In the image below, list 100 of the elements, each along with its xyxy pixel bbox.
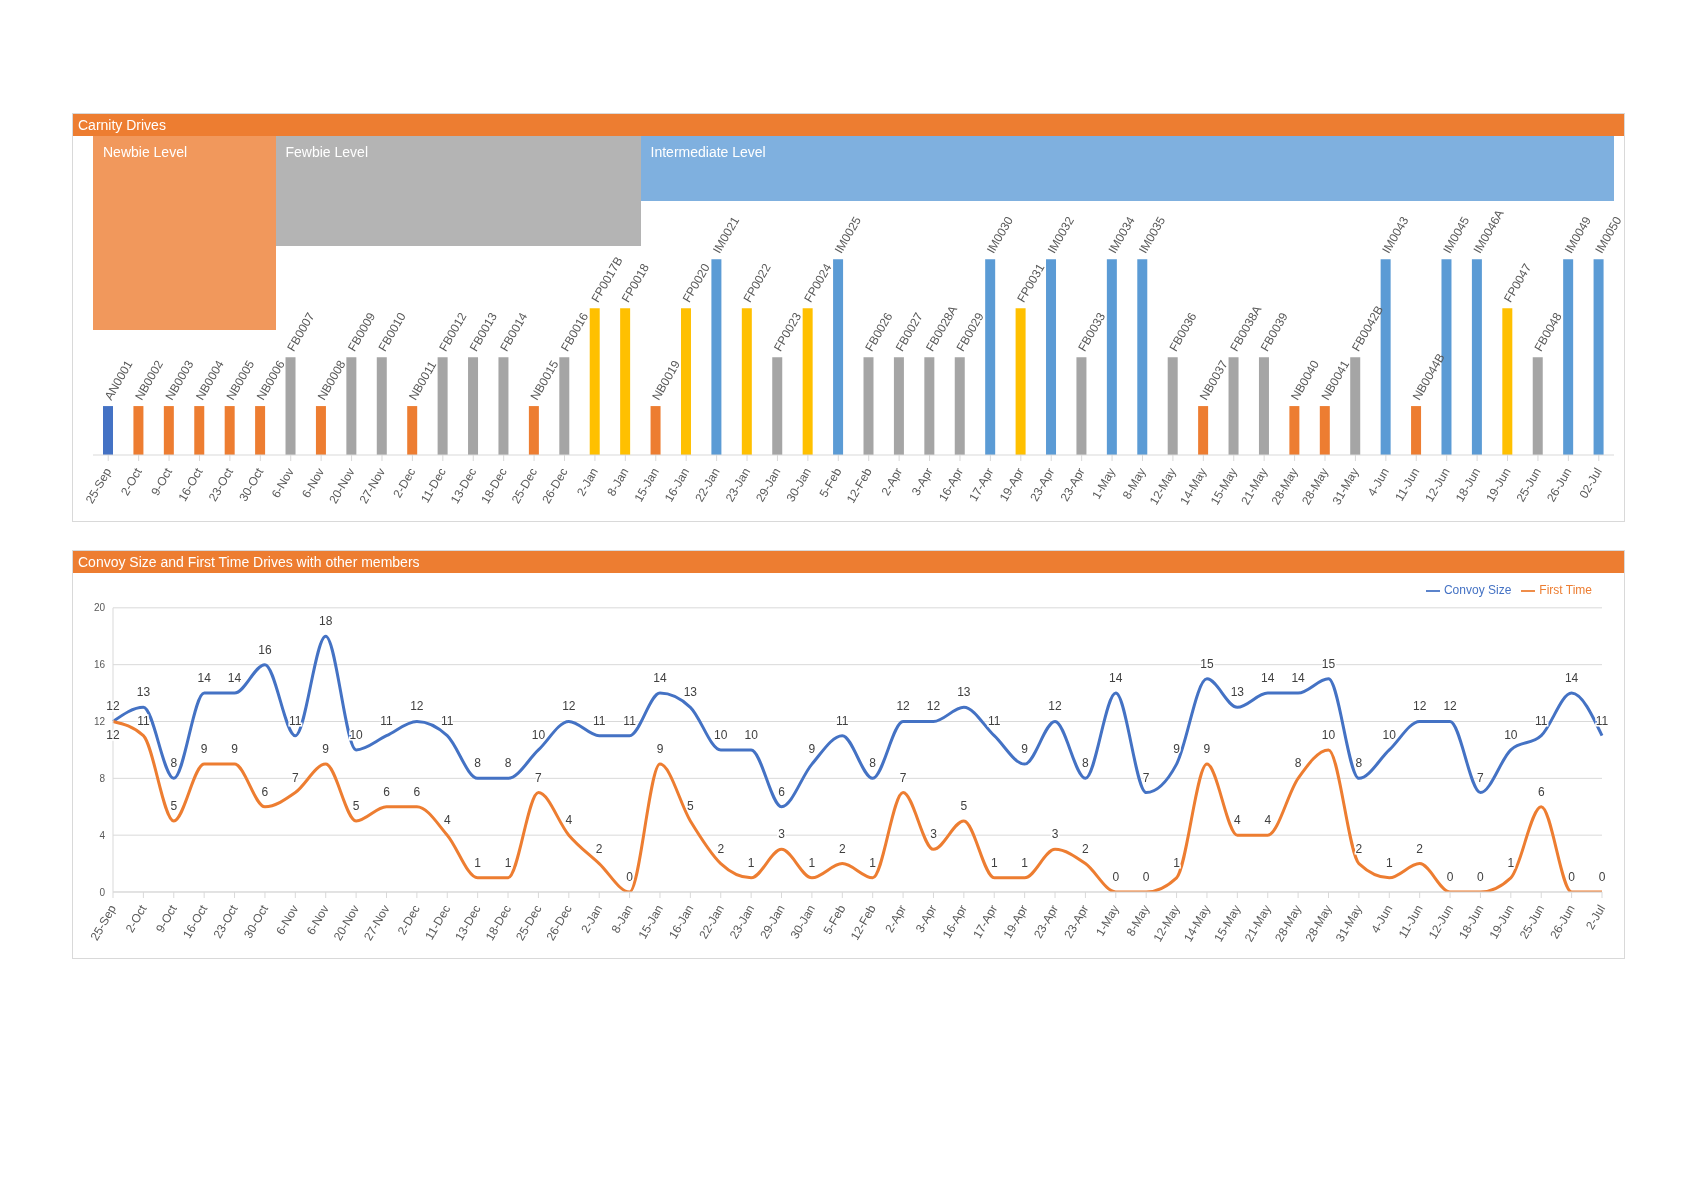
data-label: 1 — [1021, 855, 1029, 870]
y-tick-label: 20 — [93, 602, 106, 614]
bar — [498, 357, 509, 455]
bar — [559, 357, 570, 455]
bar — [103, 406, 113, 455]
data-label: 9 — [1173, 742, 1181, 757]
data-label: 16 — [258, 642, 272, 657]
bar — [468, 357, 479, 455]
data-label: 13 — [136, 685, 151, 700]
bar — [650, 406, 661, 455]
bar — [1502, 308, 1513, 455]
data-label: 13 — [957, 685, 971, 700]
bar — [163, 406, 174, 455]
data-label: 3 — [1051, 827, 1059, 842]
legend-label: First Time — [1539, 583, 1592, 597]
bar — [1015, 308, 1026, 455]
bar — [680, 308, 691, 455]
data-label: 8 — [1082, 756, 1090, 771]
bar — [255, 406, 266, 455]
level-panel: Newbie Level — [93, 136, 276, 330]
bar — [315, 406, 326, 455]
bar — [1319, 406, 1330, 455]
data-label: 3 — [778, 827, 786, 842]
data-label: 4 — [565, 813, 573, 828]
bar — [1228, 357, 1239, 455]
bar — [1106, 259, 1117, 455]
data-label: 12 — [1443, 699, 1458, 714]
bar — [833, 259, 844, 455]
data-label: 14 — [1109, 671, 1123, 686]
data-label: 7 — [291, 770, 299, 785]
bar — [589, 308, 600, 455]
bar — [1289, 406, 1300, 455]
data-label: 13 — [1230, 685, 1245, 700]
data-label: 11 — [441, 713, 454, 728]
bar — [437, 357, 448, 455]
y-tick-label: 4 — [99, 829, 106, 841]
data-label: 10 — [349, 727, 364, 742]
data-label: 6 — [261, 784, 269, 799]
bar — [224, 406, 235, 455]
data-label: 14 — [1564, 671, 1579, 686]
data-label: 0 — [1598, 870, 1606, 884]
data-label: 11 — [1534, 713, 1548, 728]
data-label: 0 — [1112, 870, 1120, 884]
bar — [1198, 406, 1209, 455]
data-label: 10 — [1382, 727, 1397, 742]
data-label: 10 — [744, 727, 759, 742]
data-label: 9 — [1021, 742, 1029, 757]
bar — [1532, 357, 1543, 455]
data-label: 13 — [683, 685, 698, 700]
data-label: 8 — [170, 756, 178, 771]
data-label: 2 — [717, 841, 725, 856]
data-label: 9 — [322, 742, 330, 757]
data-label: 11 — [137, 713, 150, 728]
bar — [194, 406, 205, 455]
data-label: 12 — [1412, 699, 1427, 714]
data-label: 12 — [1048, 699, 1063, 714]
bar — [1593, 259, 1604, 455]
bar — [924, 357, 935, 455]
bar — [1137, 259, 1148, 455]
data-label: 6 — [778, 784, 786, 799]
data-label: 9 — [808, 742, 816, 757]
data-label: 1 — [869, 855, 877, 870]
data-label: 11 — [592, 713, 606, 728]
bar — [285, 357, 296, 455]
data-label: 12 — [926, 699, 941, 714]
data-label: 5 — [960, 798, 968, 813]
data-label: 14 — [227, 671, 242, 686]
bar — [985, 259, 996, 455]
data-label: 1 — [1507, 855, 1515, 870]
data-label: 1 — [747, 855, 755, 870]
data-label: 0 — [1568, 870, 1576, 884]
data-label: 0 — [1142, 870, 1150, 884]
data-label: 14 — [1261, 671, 1275, 686]
data-label: 7 — [535, 770, 543, 785]
data-label: 6 — [383, 784, 391, 799]
data-label: 5 — [170, 798, 178, 813]
data-label: 1 — [1173, 855, 1181, 870]
y-tick-label: 16 — [93, 659, 106, 671]
data-label: 10 — [714, 727, 728, 742]
bar — [741, 308, 752, 455]
data-label: 4 — [443, 813, 451, 828]
chart-title: Carnity Drives — [73, 114, 1624, 136]
y-tick-label: 0 — [99, 886, 106, 898]
bar — [893, 357, 904, 455]
data-label: 8 — [474, 756, 482, 771]
data-label: 11 — [380, 713, 394, 728]
data-label: 14 — [653, 671, 667, 686]
data-label: 7 — [899, 770, 907, 785]
bar — [863, 357, 874, 455]
data-label: 10 — [531, 727, 546, 742]
data-label: 7 — [1477, 770, 1485, 785]
level-panel: Fewbie Level — [275, 136, 641, 246]
data-label: 1 — [504, 855, 512, 870]
data-label: 15 — [1321, 656, 1336, 671]
data-label: 2 — [1355, 841, 1363, 856]
data-label: 5 — [687, 798, 695, 813]
bar — [711, 259, 722, 455]
data-label: 9 — [1203, 742, 1211, 757]
data-label: 11 — [988, 713, 1001, 728]
bar — [528, 406, 539, 455]
